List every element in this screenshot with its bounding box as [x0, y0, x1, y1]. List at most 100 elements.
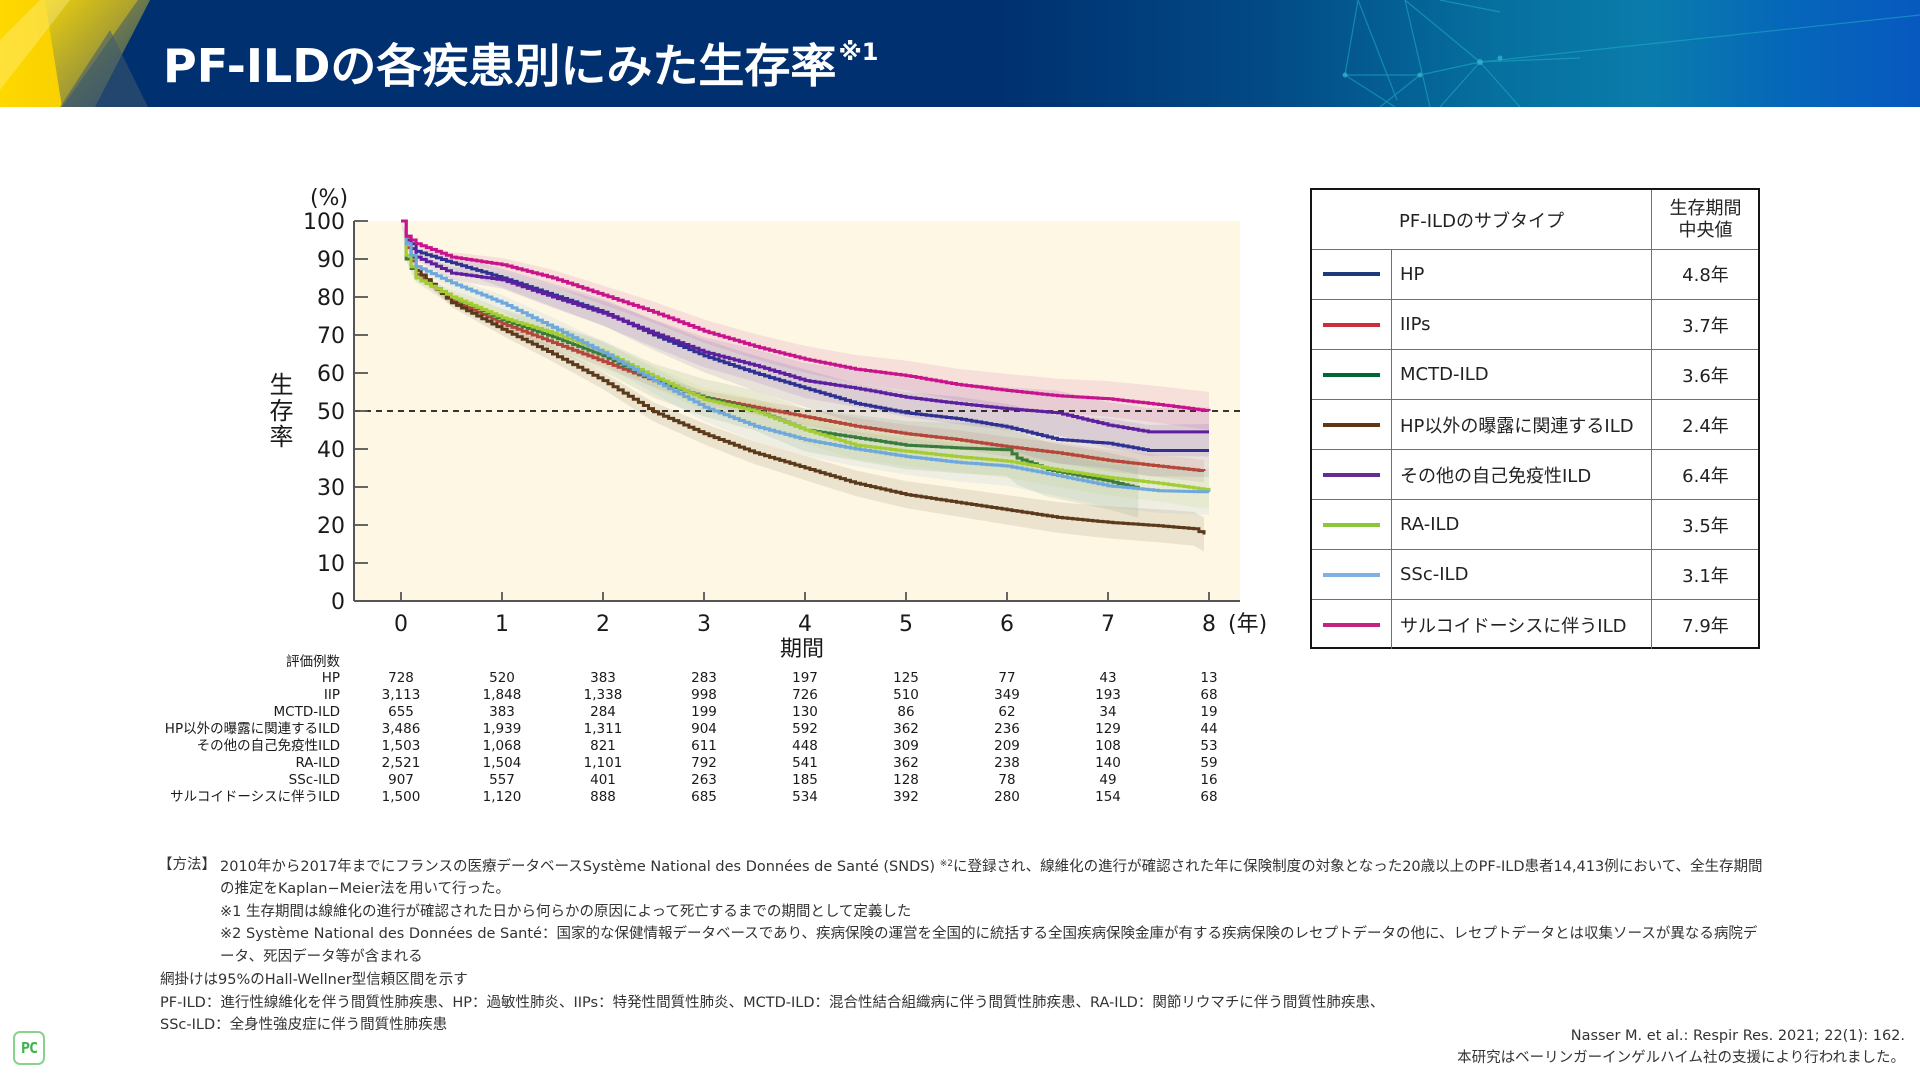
x-tick-label: 6	[1000, 612, 1014, 637]
at-risk-row-label: RA-ILD	[295, 755, 340, 771]
at-risk-value: 59	[1200, 755, 1218, 771]
legend-median-survival: 3.7年	[1651, 300, 1759, 349]
legend-median-survival: 7.9年	[1651, 600, 1759, 649]
methods-label: 【方法】	[158, 857, 216, 873]
survival-curve	[401, 219, 1211, 491]
x-ticks: 0 1 2 3 4 5 6 7 8	[394, 592, 1216, 637]
at-risk-value: 1,338	[583, 687, 623, 703]
at-risk-value: 43	[1099, 670, 1117, 686]
at-risk-value: 792	[691, 755, 717, 771]
x-tick-label: 8	[1202, 612, 1216, 637]
footnote-2: ※2 Système National des Données de Santé…	[220, 926, 1758, 965]
at-risk-value: 129	[1095, 721, 1121, 737]
at-risk-value: 53	[1200, 738, 1218, 754]
legend-line-swatch-icon	[1323, 323, 1380, 327]
legend-median-survival: 4.8年	[1651, 249, 1759, 299]
at-risk-value: 520	[489, 670, 515, 686]
at-risk-value: 68	[1200, 687, 1218, 703]
at-risk-value: 655	[388, 704, 414, 720]
methods-note-mark: ※2	[939, 859, 953, 869]
survival-chart: 0 10 20 30 40 50 60 70 80 90 100 0 1 2 3 4 5 6 7 8 (%) (年)…	[303, 186, 1267, 662]
at-risk-value: 284	[590, 704, 616, 720]
methods-text-part2: に登録され、線維化の進行が確認された年に保険制度の対象となった20歳以上のPF-…	[220, 859, 1763, 898]
ci-band	[401, 221, 1204, 483]
at-risk-value: 193	[1095, 687, 1121, 703]
legend-header-median-line1: 生存期間	[1669, 197, 1742, 219]
at-risk-value: 1,939	[482, 721, 522, 737]
legend-line-swatch-icon	[1323, 473, 1380, 477]
legend-header: PF-ILDのサブタイプ 生存期間 中央値	[1312, 190, 1758, 250]
at-risk-value: 44	[1200, 721, 1218, 737]
at-risk-value: 3,113	[381, 687, 421, 703]
legend-row: SSc-ILD 3.1年	[1312, 549, 1758, 599]
at-risk-value: 383	[590, 670, 616, 686]
at-risk-value: 185	[792, 772, 818, 788]
at-risk-value: 362	[893, 755, 919, 771]
y-tick-label: 70	[317, 324, 345, 349]
legend-line-swatch-icon	[1323, 423, 1380, 427]
at-risk-value: 62	[998, 704, 1016, 720]
at-risk-value: 154	[1095, 789, 1121, 805]
at-risk-value: 448	[792, 738, 818, 754]
at-risk-value: 140	[1095, 755, 1121, 771]
at-risk-value: 1,503	[381, 738, 421, 754]
legend-line-swatch-icon	[1323, 523, 1380, 527]
y-tick-label: 80	[317, 286, 345, 311]
y-tick-label: 60	[317, 362, 345, 387]
legend-subtype-name: RA-ILD	[1400, 514, 1460, 535]
at-risk-value: 1,504	[482, 755, 522, 771]
x-tick-label: 1	[495, 612, 509, 637]
at-risk-value: 34	[1099, 704, 1117, 720]
survival-curve	[401, 219, 1206, 535]
note-line: PF-ILD：進行性線維化を伴う間質性肺疾患、HP：過敏性肺炎、IIPs：特発性…	[160, 994, 1385, 1011]
x-tick-label: 2	[596, 612, 610, 637]
at-risk-value: 209	[994, 738, 1020, 754]
at-risk-value: 199	[691, 704, 717, 720]
at-risk-value: 888	[590, 789, 616, 805]
at-risk-value: 392	[893, 789, 919, 805]
y-axis-unit: (%)	[310, 186, 348, 211]
legend-row: IIPs 3.7年	[1312, 299, 1758, 349]
page-title-text: PF-ILDの各疾患別にみた生存率	[163, 39, 837, 93]
legend-swatch-cell	[1312, 500, 1392, 549]
at-risk-value: 534	[792, 789, 818, 805]
at-risk-value: 541	[792, 755, 818, 771]
at-risk-value: 280	[994, 789, 1020, 805]
legend-line-swatch-icon	[1323, 573, 1380, 577]
network-lines	[1344, 0, 1920, 107]
note-line: SSc-ILD：全身性強皮症に伴う間質性肺疾患	[160, 1017, 448, 1033]
ci-band	[401, 221, 1204, 552]
at-risk-value: 3,486	[381, 721, 421, 737]
y-tick-label: 90	[317, 248, 345, 273]
at-risk-value: 125	[893, 670, 919, 686]
y-tick-label: 30	[317, 476, 345, 501]
at-risk-value: 108	[1095, 738, 1121, 754]
y-tick-label: 10	[317, 552, 345, 577]
methods-text-part1: 2010年から2017年までにフランスの医療データベースSystème Nati…	[220, 859, 940, 875]
legend-row: サルコイドーシスに伴うILD 7.9年	[1312, 599, 1758, 649]
at-risk-value: 821	[590, 738, 616, 754]
legend-median-survival: 2.4年	[1651, 400, 1759, 449]
title-footnote-mark: ※1	[838, 38, 879, 66]
at-risk-row-label: サルコイドーシスに伴うILD	[170, 789, 340, 805]
at-risk-value: 263	[691, 772, 717, 788]
at-risk-value: 283	[691, 670, 717, 686]
at-risk-value: 86	[897, 704, 915, 720]
at-risk-row-label: HP以外の曝露に関連するILD	[164, 721, 340, 737]
at-risk-value: 49	[1099, 772, 1117, 788]
legend-subtype-name: その他の自己免疫性ILD	[1400, 465, 1592, 487]
legend-header-median-line2: 中央値	[1678, 219, 1733, 241]
legend-row: MCTD-ILD 3.6年	[1312, 349, 1758, 399]
at-risk-value: 592	[792, 721, 818, 737]
y-tick-label: 0	[331, 590, 345, 615]
x-tick-label: 3	[697, 612, 711, 637]
at-risk-value: 78	[998, 772, 1016, 788]
header-decoration	[0, 0, 1920, 107]
at-risk-value: 998	[691, 687, 717, 703]
at-risk-value: 1,101	[583, 755, 623, 771]
at-risk-value: 904	[691, 721, 717, 737]
at-risk-value: 19	[1200, 704, 1218, 720]
legend-row: HP 4.8年	[1312, 249, 1758, 299]
at-risk-value: 68	[1200, 789, 1218, 805]
legend-row: HP以外の曝露に関連するILD 2.4年	[1312, 399, 1758, 449]
